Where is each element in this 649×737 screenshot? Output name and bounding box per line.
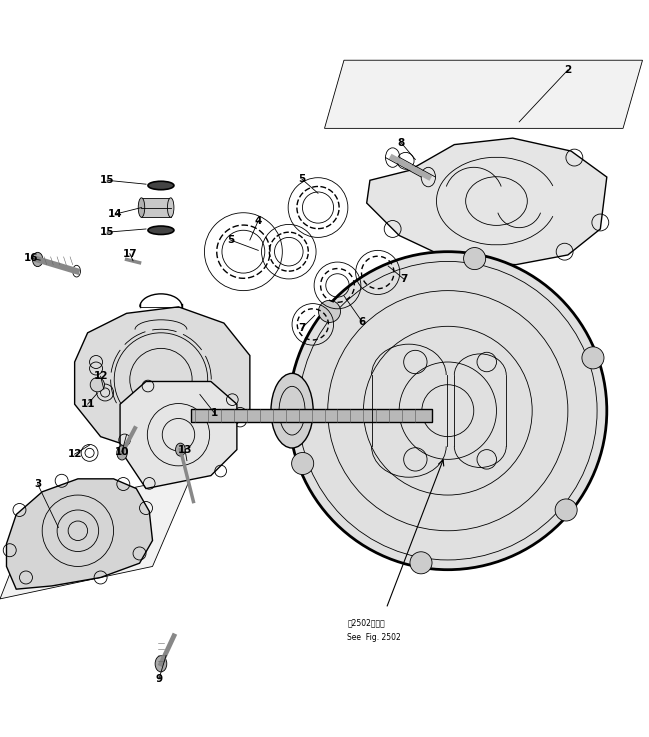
Ellipse shape: [138, 198, 145, 217]
Circle shape: [463, 248, 485, 270]
Circle shape: [90, 377, 104, 392]
Polygon shape: [0, 475, 191, 599]
Polygon shape: [75, 307, 250, 450]
Text: 8: 8: [397, 138, 405, 147]
Bar: [191, 409, 432, 422]
Text: 15: 15: [100, 227, 114, 237]
Text: 15: 15: [100, 175, 114, 185]
Circle shape: [555, 499, 577, 521]
Circle shape: [410, 552, 432, 574]
Text: 5: 5: [298, 174, 306, 184]
Ellipse shape: [32, 252, 43, 267]
Ellipse shape: [117, 446, 127, 460]
Text: 9: 9: [156, 674, 162, 684]
Text: 7: 7: [298, 324, 306, 333]
Text: 1: 1: [210, 408, 218, 418]
Ellipse shape: [148, 226, 174, 234]
Circle shape: [291, 453, 313, 475]
Text: 12: 12: [67, 449, 82, 459]
Ellipse shape: [155, 656, 167, 672]
Text: 16: 16: [24, 254, 38, 263]
Text: 7: 7: [400, 274, 408, 284]
Text: 2: 2: [564, 65, 572, 75]
Text: 17: 17: [123, 248, 137, 259]
Bar: [141, 198, 171, 217]
Ellipse shape: [148, 181, 174, 189]
Ellipse shape: [167, 198, 174, 217]
Text: 6: 6: [358, 317, 366, 326]
Text: 14: 14: [108, 209, 123, 219]
Ellipse shape: [175, 443, 186, 456]
Circle shape: [289, 251, 607, 570]
Text: 13: 13: [178, 444, 192, 455]
Text: 10: 10: [115, 447, 129, 457]
Polygon shape: [324, 60, 643, 128]
Polygon shape: [6, 479, 153, 589]
Text: 3: 3: [34, 479, 42, 489]
Text: 第2502図参照: 第2502図参照: [347, 618, 385, 627]
Text: 12: 12: [93, 371, 108, 381]
Circle shape: [319, 301, 341, 322]
Polygon shape: [367, 138, 607, 265]
Text: See  Fig. 2502: See Fig. 2502: [347, 632, 401, 642]
Polygon shape: [120, 382, 237, 489]
Text: 5: 5: [227, 235, 234, 245]
Text: 11: 11: [80, 399, 95, 409]
Circle shape: [582, 347, 604, 369]
Text: 4: 4: [254, 215, 262, 226]
Ellipse shape: [271, 374, 313, 448]
